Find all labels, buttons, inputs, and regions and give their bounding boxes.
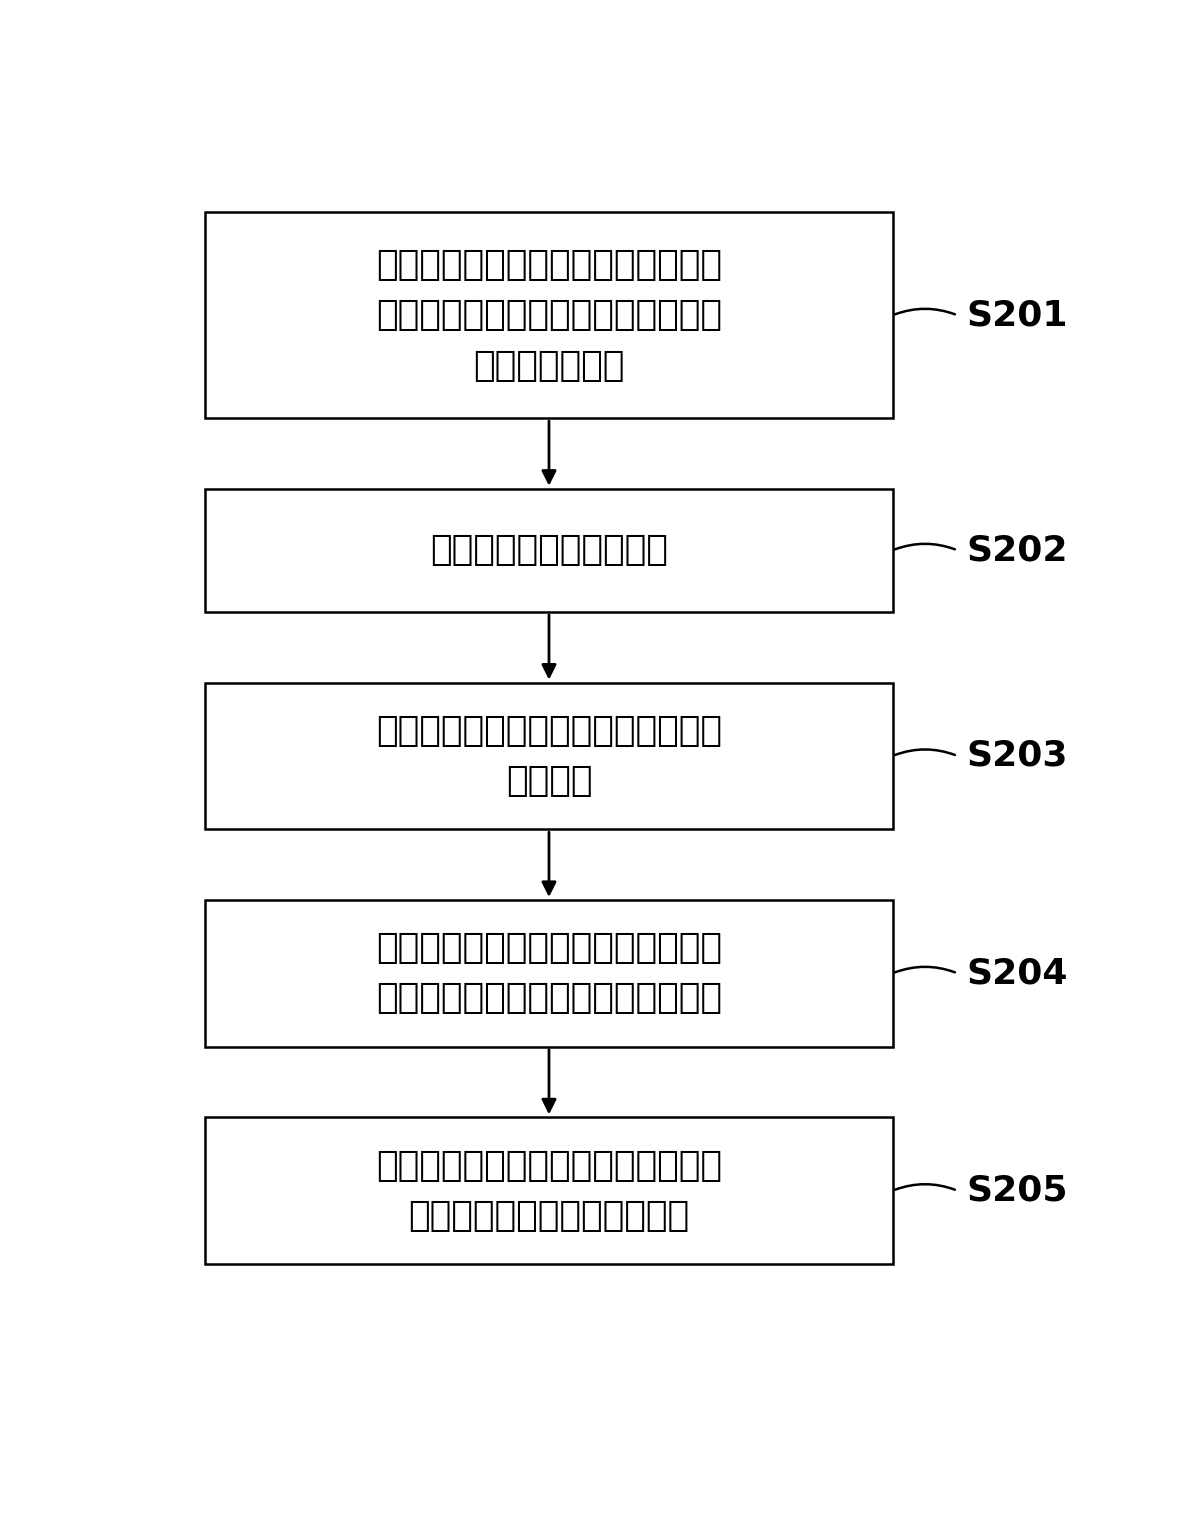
- Text: S203: S203: [967, 739, 1069, 774]
- FancyArrowPatch shape: [895, 543, 955, 549]
- Bar: [206, 1117, 893, 1264]
- Text: S204: S204: [967, 957, 1069, 990]
- FancyArrowPatch shape: [895, 308, 955, 314]
- Text: S201: S201: [967, 298, 1069, 333]
- Text: 所述无人机根据自动规划的巡航路线
对施工现场进行巡航并采集所述施工
现场的影像数据: 所述无人机根据自动规划的巡航路线 对施工现场进行巡航并采集所述施工 现场的影像数…: [376, 249, 722, 383]
- FancyArrowPatch shape: [895, 1184, 955, 1190]
- Text: 基于所述人员信息调整所述无人机的
巡航周期: 基于所述人员信息调整所述无人机的 巡航周期: [376, 714, 722, 798]
- Text: 获取施工现场的人员信息: 获取施工现场的人员信息: [430, 533, 668, 568]
- FancyArrowPatch shape: [895, 967, 955, 972]
- FancyArrowPatch shape: [895, 749, 955, 755]
- Text: 将所述无人机采集的所述施工现场的
影像数据传输至所述装配式建筑平台: 将所述无人机采集的所述施工现场的 影像数据传输至所述装配式建筑平台: [376, 931, 722, 1015]
- Bar: [206, 900, 893, 1047]
- Bar: [206, 212, 893, 418]
- Bar: [206, 488, 893, 612]
- Bar: [206, 682, 893, 830]
- Text: 基于所述影像数据在所述装配式建筑
平台完成三维建模并进行显示: 基于所述影像数据在所述装配式建筑 平台完成三维建模并进行显示: [376, 1149, 722, 1233]
- Text: S202: S202: [967, 533, 1069, 568]
- Text: S205: S205: [967, 1173, 1069, 1207]
